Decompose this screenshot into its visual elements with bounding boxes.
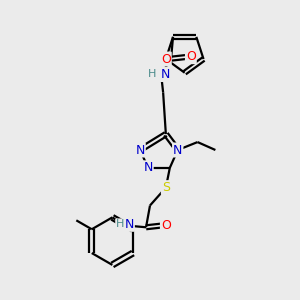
Text: N: N <box>173 143 182 157</box>
Text: N: N <box>143 161 153 174</box>
Text: N: N <box>135 143 145 157</box>
Text: H: H <box>148 68 156 79</box>
Text: O: O <box>186 50 196 63</box>
Text: H: H <box>116 219 124 229</box>
Text: O: O <box>161 219 171 232</box>
Text: O: O <box>161 52 171 65</box>
Text: N: N <box>124 218 134 231</box>
Text: N: N <box>160 68 170 81</box>
Text: S: S <box>162 181 170 194</box>
